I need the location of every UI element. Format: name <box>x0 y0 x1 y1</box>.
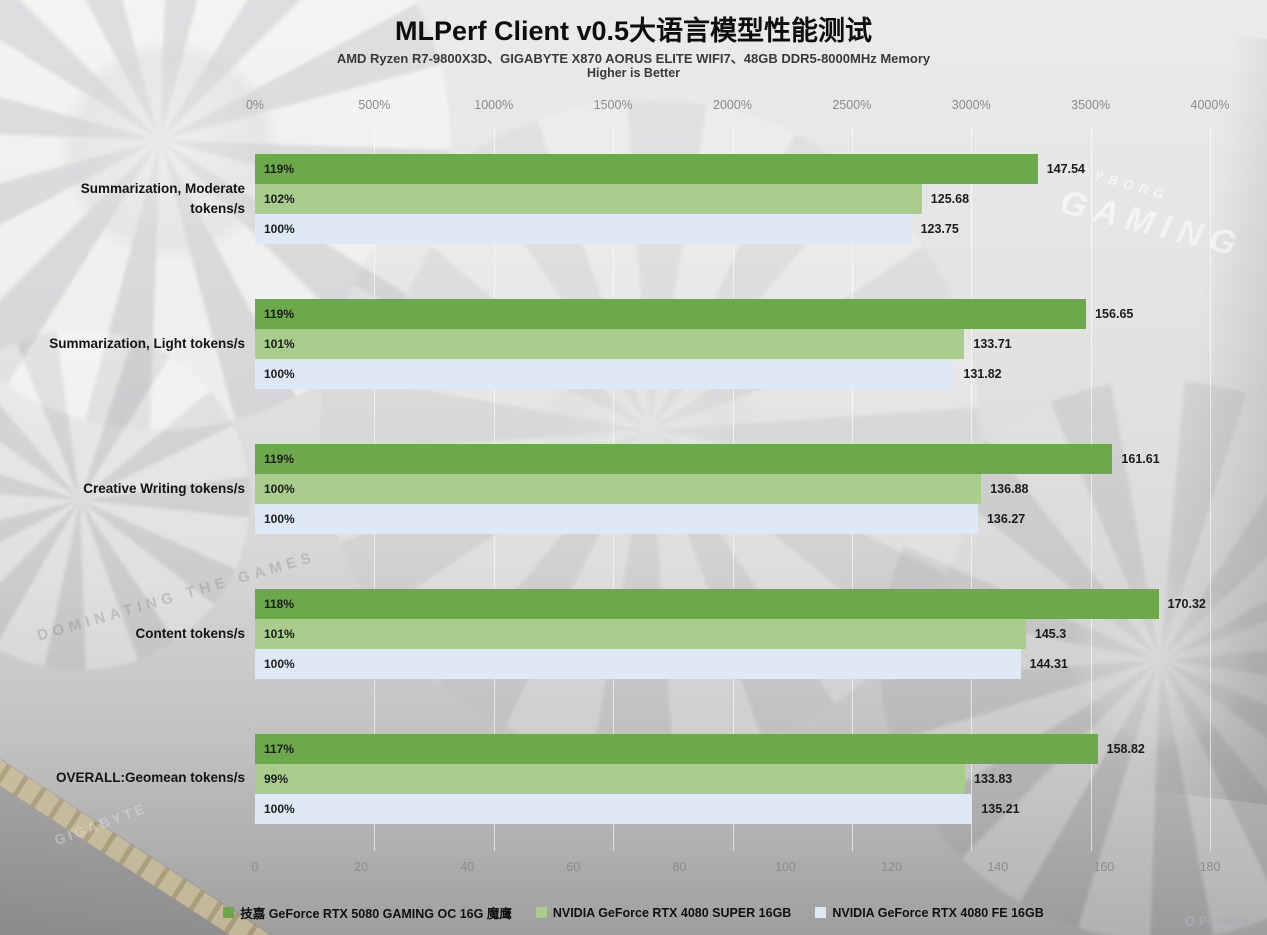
axis-tick-bottom: 40 <box>460 860 475 874</box>
bar-value-label: 125.68 <box>930 192 970 207</box>
pconline-watermark: PConline <box>1184 914 1251 928</box>
bar: 100% <box>255 214 912 245</box>
background-photo-text: GAMING <box>1056 182 1248 266</box>
axis-tick-bottom: 80 <box>672 860 687 874</box>
bar-percent-label: 101% <box>264 337 295 352</box>
bar: 101% <box>255 329 965 360</box>
bar-percent-label: 100% <box>264 801 295 816</box>
background-photo-text: CYBORG <box>1077 163 1172 204</box>
bar-percent-label: 100% <box>264 512 295 526</box>
legend-item: NVIDIA GeForce RTX 4080 FE 16GB <box>815 903 1044 922</box>
bar-percent-label: 101% <box>264 626 295 641</box>
axis-tick-top: 2500% <box>832 98 872 112</box>
category-label: Summarization, Moderate tokens/s <box>80 181 245 217</box>
axis-tick-bottom: 20 <box>354 860 369 874</box>
axis-tick-top: 1500% <box>593 98 633 112</box>
grid-line <box>1210 127 1211 851</box>
legend-label: NVIDIA GeForce RTX 4080 FE 16GB <box>832 905 1044 920</box>
watermark-label: PConline <box>1198 914 1251 928</box>
bar-value-label: 136.27 <box>986 512 1026 526</box>
bar-value-label: 123.75 <box>920 222 959 237</box>
bar: 119% <box>255 299 1087 330</box>
bar-value-label: 136.88 <box>990 482 1029 496</box>
category-label: Summarization, Light tokens/s <box>49 336 245 352</box>
bar: 119% <box>255 154 1038 185</box>
bar: 119% <box>255 444 1113 474</box>
pconline-logo-icon <box>1184 916 1195 926</box>
bar-value-label: 145.3 <box>1034 626 1067 641</box>
bar-value-label: 135.21 <box>981 801 1020 816</box>
axis-tick-top: 3000% <box>951 98 991 112</box>
bar: 99% <box>255 763 966 794</box>
legend: 技嘉 GeForce RTX 5080 GAMING OC 16G 魔鹰 NVID… <box>0 903 1267 922</box>
axis-tick-top: 1000% <box>474 98 514 112</box>
axis-tick-bottom: 0 <box>251 860 259 874</box>
bar: 100% <box>255 474 982 504</box>
bar-value-label: 170.32 <box>1167 596 1206 611</box>
legend-swatch <box>535 907 547 918</box>
bar: 102% <box>255 184 922 215</box>
bar-value-label: 133.71 <box>973 337 1012 352</box>
axis-tick-top: 2000% <box>713 98 752 112</box>
legend-label: NVIDIA GeForce RTX 4080 SUPER 16GB <box>552 905 792 920</box>
bar-value-label: 161.61 <box>1121 452 1160 466</box>
bar-percent-label: 119% <box>264 452 295 466</box>
bar-value-label: 156.65 <box>1095 307 1134 322</box>
chart-title: MLPerf Client v0.5大语言模型性能测试 <box>394 16 873 46</box>
background-card-edge <box>1141 34 1267 806</box>
bar-percent-label: 102% <box>264 192 295 207</box>
bar-value-label: 133.83 <box>974 771 1013 786</box>
bar: 117% <box>255 733 1098 764</box>
bar-value-label: 144.31 <box>1029 656 1068 671</box>
bar-percent-label: 100% <box>264 482 295 496</box>
axis-tick-bottom: 160 <box>1093 860 1115 874</box>
axis-tick-bottom: 140 <box>987 860 1009 874</box>
bar-percent-label: 99% <box>264 771 289 786</box>
bar-percent-label: 100% <box>264 367 295 382</box>
category-label: Creative Writing tokens/s <box>83 480 245 496</box>
bar: 100% <box>255 793 973 824</box>
legend-label: 技嘉 GeForce RTX 5080 GAMING OC 16G 魔鹰 <box>240 907 512 921</box>
axis-tick-bottom: 120 <box>881 860 903 874</box>
axis-tick-top: 3500% <box>1071 98 1111 112</box>
category-label: OVERALL:Geomean tokens/s <box>55 770 245 786</box>
bar-percent-label: 100% <box>264 656 295 671</box>
bar: 100% <box>255 359 955 390</box>
axis-tick-top: 4000% <box>1190 98 1230 112</box>
bar-value-label: 131.82 <box>963 367 1002 382</box>
bar: 100% <box>255 504 978 534</box>
axis-tick-bottom: 100 <box>775 860 796 874</box>
bar: 101% <box>255 618 1026 649</box>
axis-tick-top: 500% <box>358 98 391 112</box>
legend-swatch <box>223 907 235 918</box>
chart-subtitle: AMD Ryzen R7-9800X3D、GIGABYTE X870 AORUS… <box>336 51 931 66</box>
bar-percent-label: 117% <box>264 741 295 756</box>
bar-percent-label: 118% <box>264 596 295 611</box>
bar: 100% <box>255 648 1021 679</box>
bar-value-label: 158.82 <box>1106 741 1145 756</box>
bar: 118% <box>255 588 1159 619</box>
axis-tick-bottom: 60 <box>566 860 581 874</box>
legend-item: 技嘉 GeForce RTX 5080 GAMING OC 16G 魔鹰 <box>223 903 512 922</box>
legend-item: NVIDIA GeForce RTX 4080 SUPER 16GB <box>535 903 792 922</box>
bar-percent-label: 100% <box>264 222 295 237</box>
axis-tick-top: 0% <box>245 98 265 112</box>
higher-is-better-note: Higher is Better <box>586 66 681 80</box>
legend-swatch <box>815 907 827 918</box>
bar-value-label: 147.54 <box>1046 162 1086 177</box>
category-label: Content tokens/s <box>135 625 245 641</box>
axis-tick-bottom: 180 <box>1199 860 1221 874</box>
bar-percent-label: 119% <box>264 307 295 322</box>
bar-percent-label: 119% <box>264 162 295 177</box>
